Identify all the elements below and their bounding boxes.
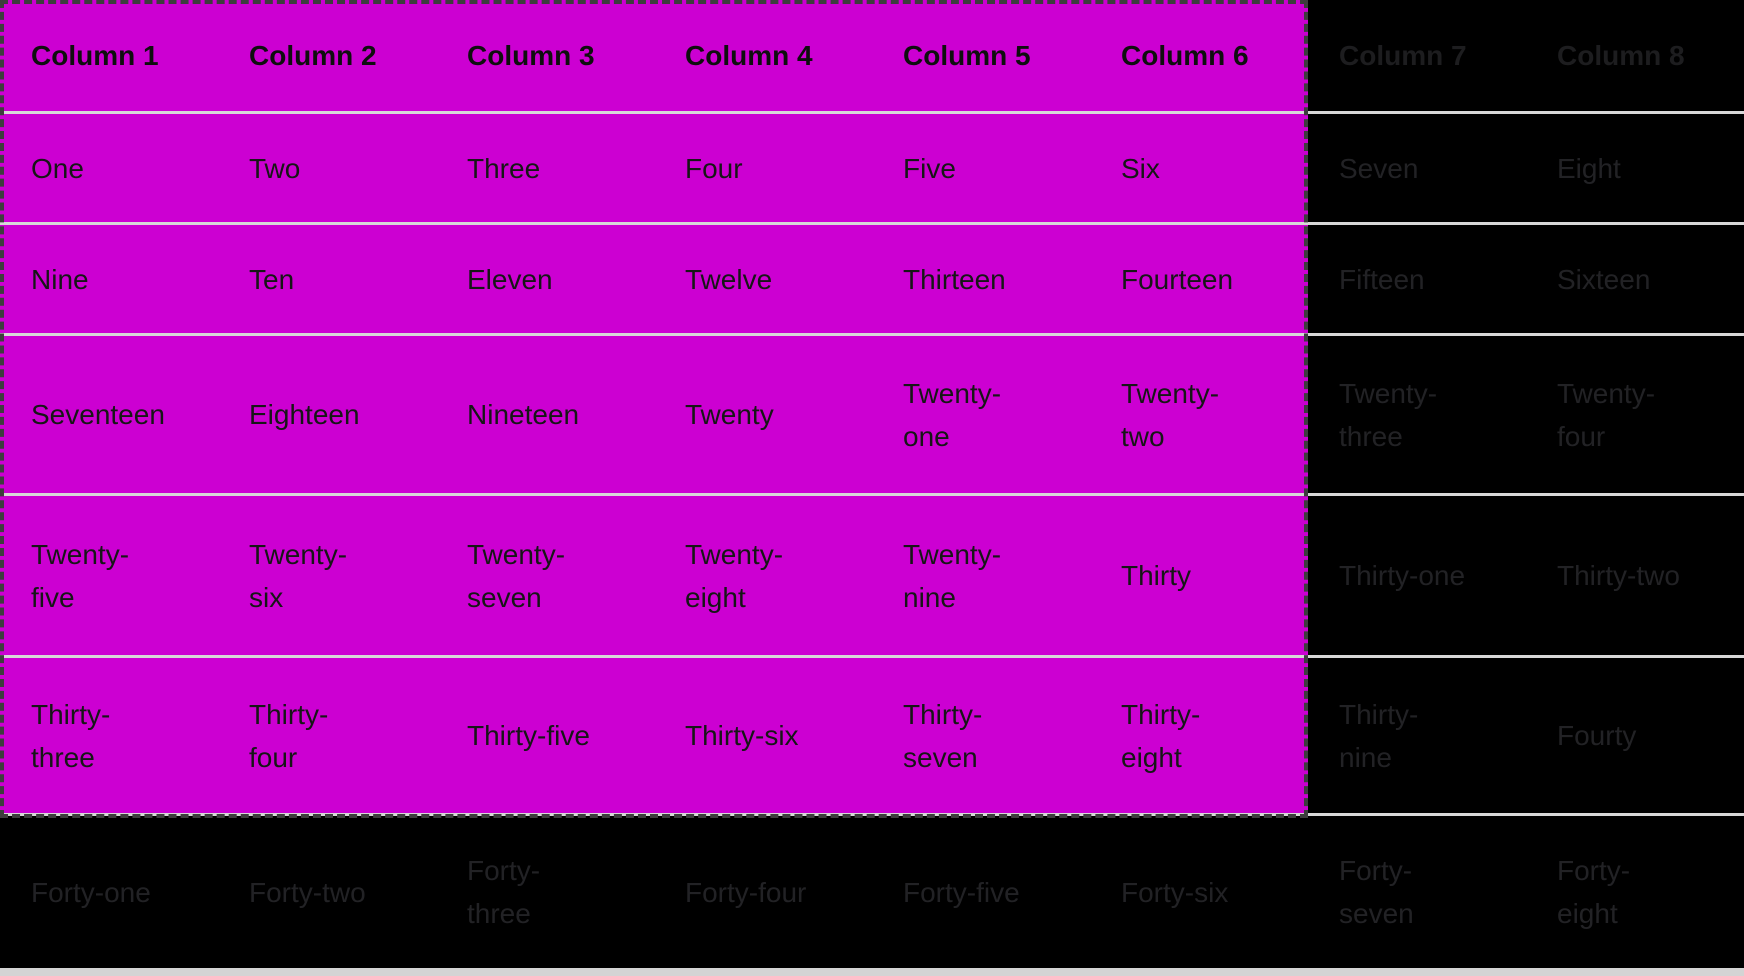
table-cell[interactable]: Twenty- nine [872, 493, 1090, 655]
table-cell[interactable]: Thirty-one [1308, 493, 1526, 655]
table-cell[interactable]: Twenty [654, 333, 872, 493]
table-cell[interactable]: Seventeen [0, 333, 218, 493]
column-header[interactable]: Column 1 [0, 0, 218, 111]
table-cell[interactable]: Twenty- two [1090, 333, 1308, 493]
table-cell[interactable]: Thirty-five [436, 655, 654, 813]
table-cell[interactable]: Five [872, 111, 1090, 222]
table-cell[interactable]: Nineteen [436, 333, 654, 493]
table-cell[interactable]: Sixteen [1526, 222, 1744, 333]
table-cell[interactable]: Twenty- eight [654, 493, 872, 655]
table-cell[interactable]: Fifteen [1308, 222, 1526, 333]
table-cell[interactable]: Thirteen [872, 222, 1090, 333]
table-cell[interactable]: Forty-six [1090, 813, 1308, 968]
table-cell[interactable]: Forty- three [436, 813, 654, 968]
table-cell[interactable]: Three [436, 111, 654, 222]
table-cell[interactable]: Twenty- one [872, 333, 1090, 493]
table-cell[interactable]: Eight [1526, 111, 1744, 222]
table-cell[interactable]: Eleven [436, 222, 654, 333]
table-cell[interactable]: Seven [1308, 111, 1526, 222]
table-cell[interactable]: Thirty- eight [1090, 655, 1308, 813]
table-cell[interactable]: One [0, 111, 218, 222]
table-cell[interactable]: Ten [218, 222, 436, 333]
column-header[interactable]: Column 7 [1339, 40, 1467, 71]
table-cell[interactable]: Forty- eight [1526, 813, 1744, 968]
column-header[interactable]: Column 5 [872, 0, 1090, 111]
table-cell[interactable]: Thirty- nine [1308, 655, 1526, 813]
table-cell[interactable]: Twenty- seven [436, 493, 654, 655]
table-cell[interactable]: Four [654, 111, 872, 222]
table-cell[interactable]: Forty- seven [1308, 813, 1526, 968]
table-cell[interactable]: Thirty- seven [872, 655, 1090, 813]
table-cell[interactable]: Twelve [654, 222, 872, 333]
table-cell[interactable]: Fourty [1526, 655, 1744, 813]
table-cell[interactable]: Two [218, 111, 436, 222]
column-header[interactable]: Column 8 [1557, 40, 1685, 71]
table-cell[interactable]: Thirty [1090, 493, 1308, 655]
table-cell[interactable]: Forty-four [654, 813, 872, 968]
table-cell[interactable]: Fourteen [1090, 222, 1308, 333]
table-cell[interactable]: Forty-one [0, 813, 218, 968]
table-bottom-border [0, 968, 1744, 976]
table-cell[interactable]: Twenty- five [0, 493, 218, 655]
table-cell[interactable]: Forty-two [218, 813, 436, 968]
column-header[interactable]: Column 2 [218, 0, 436, 111]
column-header[interactable]: Column 4 [654, 0, 872, 111]
column-header[interactable]: Column 3 [436, 0, 654, 111]
column-header[interactable]: Column 6 [1090, 0, 1308, 111]
table-cell[interactable]: Thirty- three [0, 655, 218, 813]
table-cell[interactable]: Twenty- four [1526, 333, 1744, 493]
table-cell[interactable]: Forty-five [872, 813, 1090, 968]
table-cell[interactable]: Thirty- four [218, 655, 436, 813]
table-cell[interactable]: Twenty- three [1308, 333, 1526, 493]
table-cell[interactable]: Twenty- six [218, 493, 436, 655]
table-cell[interactable]: Thirty-six [654, 655, 872, 813]
table-cell[interactable]: Thirty-two [1526, 493, 1744, 655]
table-cell[interactable]: Eighteen [218, 333, 436, 493]
table-cell[interactable]: Nine [0, 222, 218, 333]
table-cell[interactable]: Six [1090, 111, 1308, 222]
